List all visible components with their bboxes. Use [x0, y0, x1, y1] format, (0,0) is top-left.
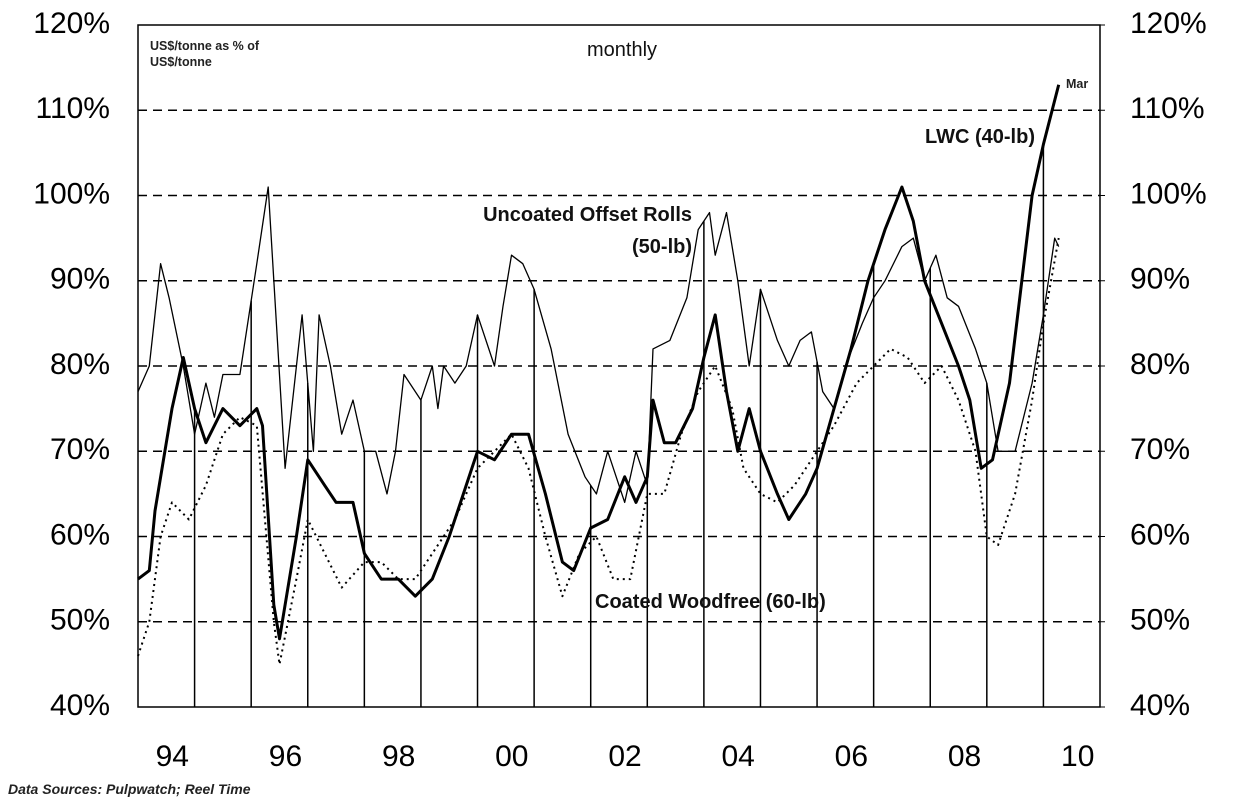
y2-tick-label: 80%: [1130, 348, 1190, 381]
unit-note: US$/tonne as % of US$/tonne: [150, 39, 260, 69]
y-tick-label: 90%: [50, 263, 110, 296]
y-tick-label: 40%: [50, 689, 110, 722]
y2-tick-label: 70%: [1130, 433, 1190, 466]
series-line: [137, 186, 1060, 504]
x-tick-label: 94: [156, 740, 189, 773]
x-tick-label: 06: [835, 740, 868, 773]
y-tick-label: 60%: [50, 518, 110, 551]
y2-tick-label: 50%: [1130, 604, 1190, 637]
x-tick-label: 98: [382, 740, 415, 773]
x-tick-label: 02: [608, 740, 641, 773]
x-tick-label: 08: [948, 740, 981, 773]
x-tick-label: 10: [1061, 740, 1094, 773]
y-tick-label: 110%: [35, 92, 110, 125]
y2-tick-label: 60%: [1130, 518, 1190, 551]
source-note: Data Sources: Pulpwatch; Reel Time: [8, 781, 251, 797]
x-tick-label: 00: [495, 740, 528, 773]
x-tick-label: 96: [269, 740, 302, 773]
y-tick-label: 80%: [50, 348, 110, 381]
y-tick-label: 50%: [50, 604, 110, 637]
plot-frame: [137, 24, 1101, 708]
series-label: LWC (40-lb): [925, 126, 1035, 148]
y2-tick-label: 90%: [1130, 263, 1190, 296]
series-line: [137, 84, 1061, 641]
end-month-note: Mar: [1066, 77, 1089, 91]
y-tick-label: 70%: [50, 433, 110, 466]
series-label: Coated Woodfree (60-lb): [595, 591, 826, 613]
y2-tick-label: 110%: [1130, 92, 1205, 125]
y2-tick-label: 120%: [1130, 7, 1207, 40]
series-line: [137, 237, 1060, 666]
series-label: Uncoated Offset Rolls (50-lb): [483, 204, 692, 258]
y-tick-label: 100%: [33, 177, 110, 210]
y-tick-label: 120%: [33, 7, 110, 40]
y2-tick-label: 40%: [1130, 689, 1190, 722]
frequency-note: monthly: [586, 39, 658, 61]
x-tick-label: 04: [721, 740, 754, 773]
y2-tick-label: 100%: [1130, 177, 1207, 210]
